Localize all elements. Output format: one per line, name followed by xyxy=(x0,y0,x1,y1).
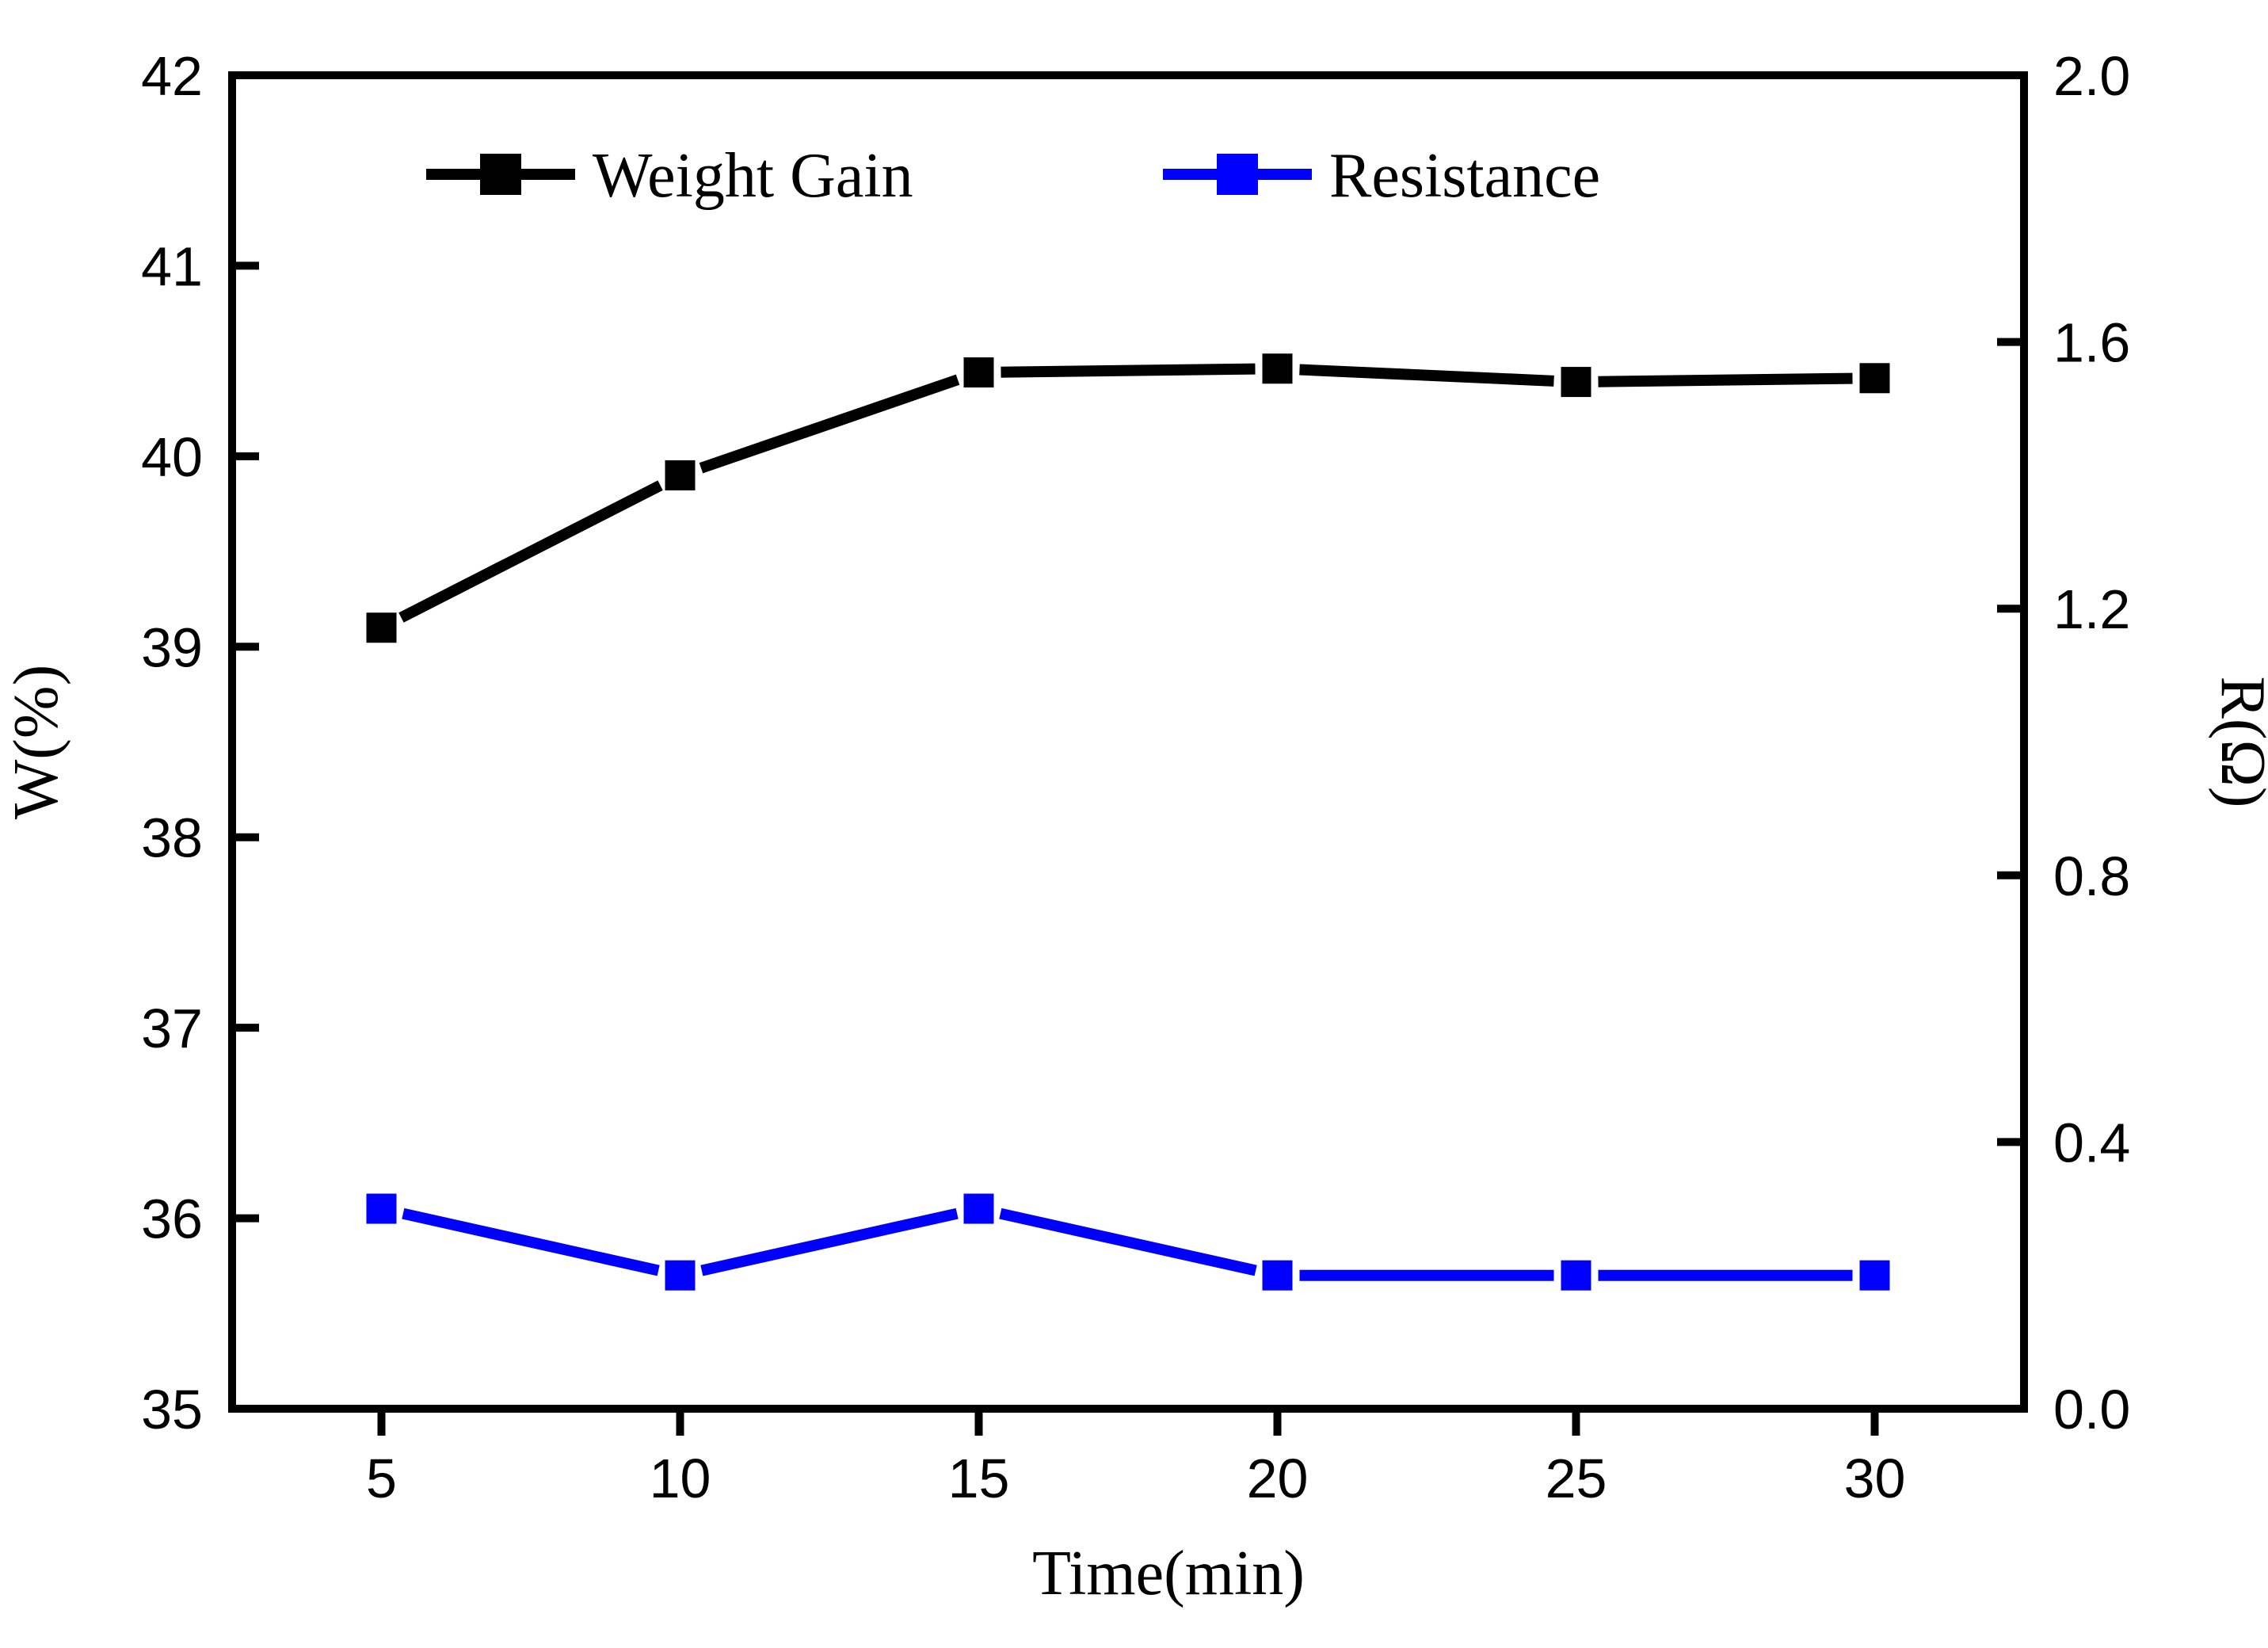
series-segment xyxy=(699,374,960,474)
series-resistance xyxy=(366,1193,1890,1291)
data-point-marker xyxy=(1262,353,1293,384)
left-tick-label: 38 xyxy=(141,807,203,869)
x-axis: 5 10 15 20 25 30 Time(min) xyxy=(366,1409,1905,1608)
left-tick-label: 36 xyxy=(141,1188,203,1250)
left-tick-label: 42 xyxy=(141,45,203,107)
x-tick-label: 5 xyxy=(366,1448,397,1509)
right-tick-label: 2.0 xyxy=(2053,45,2130,107)
right-axis: 0.0 0.4 0.8 1.2 1.6 2.0 R(Ω) xyxy=(1997,45,2268,1440)
x-tick-label: 15 xyxy=(948,1448,1010,1509)
x-tick-label: 20 xyxy=(1247,1448,1309,1509)
data-point-marker xyxy=(366,1193,397,1224)
right-tick-label: 0.8 xyxy=(2053,845,2130,907)
data-point-marker xyxy=(665,460,696,490)
right-axis-title: R(Ω) xyxy=(2208,676,2268,807)
series-segment xyxy=(1001,363,1256,378)
left-axis: 35 36 37 38 39 40 41 42 W(%) xyxy=(2,45,259,1440)
right-tick-label: 1.2 xyxy=(2053,578,2130,640)
series-weight-gain xyxy=(366,353,1890,643)
left-tick-label: 41 xyxy=(141,235,203,297)
series-segment xyxy=(700,1207,959,1276)
data-point-marker xyxy=(1859,1260,1890,1291)
left-tick-label: 35 xyxy=(141,1379,203,1440)
legend: Weight Gain Resistance xyxy=(426,141,1600,211)
left-tick-label: 37 xyxy=(141,998,203,1059)
series-segment xyxy=(999,1207,1257,1276)
series-segment xyxy=(1299,364,1554,387)
right-tick-label: 1.6 xyxy=(2053,312,2130,374)
data-point-marker xyxy=(963,1193,994,1224)
data-point-marker xyxy=(665,1260,696,1291)
series-segment xyxy=(402,1207,660,1276)
x-tick-label: 30 xyxy=(1844,1448,1906,1509)
x-tick-label: 25 xyxy=(1546,1448,1607,1509)
series-segment xyxy=(1598,372,1853,387)
right-tick-label: 0.0 xyxy=(2053,1379,2130,1440)
data-point-marker xyxy=(1859,363,1890,394)
legend-entry-weight-gain: Weight Gain xyxy=(426,141,913,211)
legend-marker-icon xyxy=(480,154,521,195)
x-axis-title: Time(min) xyxy=(1032,1539,1305,1608)
series-segment xyxy=(398,480,663,623)
data-point-marker xyxy=(1561,367,1591,398)
left-tick-label: 40 xyxy=(141,426,203,488)
legend-label: Resistance xyxy=(1329,141,1600,211)
legend-marker-icon xyxy=(1217,154,1258,195)
left-axis-title: W(%) xyxy=(2,665,71,819)
x-tick-label: 10 xyxy=(650,1448,711,1509)
legend-entry-resistance: Resistance xyxy=(1163,141,1600,211)
plot-frame xyxy=(228,71,2028,1413)
data-point-marker xyxy=(366,612,397,643)
data-point-marker xyxy=(1262,1260,1293,1291)
left-tick-label: 39 xyxy=(141,616,203,678)
legend-label: Weight Gain xyxy=(593,141,913,211)
right-tick-label: 0.4 xyxy=(2053,1112,2130,1173)
data-point-marker xyxy=(1561,1260,1591,1291)
data-point-marker xyxy=(963,357,994,388)
